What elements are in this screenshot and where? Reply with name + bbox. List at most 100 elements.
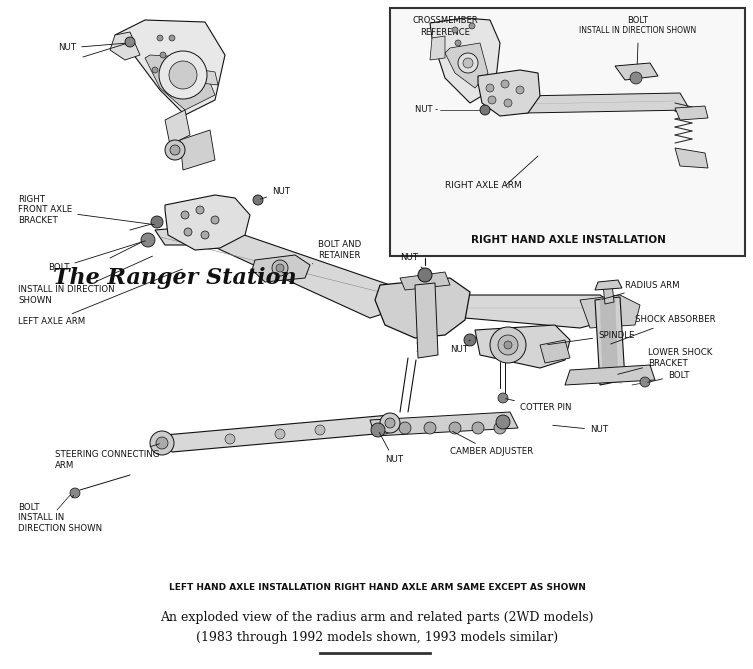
Circle shape <box>449 422 461 434</box>
Text: NUT -: NUT - <box>415 106 438 114</box>
Text: NUT: NUT <box>400 254 422 268</box>
Circle shape <box>486 84 494 92</box>
Circle shape <box>160 52 166 58</box>
Text: REFERENCE: REFERENCE <box>420 28 470 37</box>
Circle shape <box>170 145 180 155</box>
Circle shape <box>275 429 285 439</box>
Circle shape <box>504 99 512 107</box>
Polygon shape <box>600 298 618 383</box>
Text: LOWER SHOCK
BRACKET: LOWER SHOCK BRACKET <box>617 349 712 374</box>
Circle shape <box>480 105 490 115</box>
Text: CAMBER ADJUSTER: CAMBER ADJUSTER <box>450 432 533 456</box>
Circle shape <box>159 51 207 99</box>
FancyBboxPatch shape <box>390 8 745 256</box>
Circle shape <box>169 61 197 89</box>
Circle shape <box>201 231 209 239</box>
Circle shape <box>385 418 395 428</box>
Polygon shape <box>615 63 658 80</box>
Circle shape <box>496 415 510 429</box>
Polygon shape <box>580 295 640 328</box>
Circle shape <box>504 341 512 349</box>
Circle shape <box>184 228 192 236</box>
Text: RIGHT
FRONT AXLE
BRACKET: RIGHT FRONT AXLE BRACKET <box>18 195 154 225</box>
Text: RIGHT HAND AXLE INSTALLATION: RIGHT HAND AXLE INSTALLATION <box>471 235 666 245</box>
Circle shape <box>165 140 185 160</box>
Polygon shape <box>165 195 250 250</box>
Circle shape <box>424 422 436 434</box>
Polygon shape <box>540 340 570 363</box>
Polygon shape <box>115 20 225 115</box>
Polygon shape <box>595 297 625 385</box>
Text: BOLT: BOLT <box>48 241 145 272</box>
Polygon shape <box>400 272 450 290</box>
Text: COTTER PIN: COTTER PIN <box>506 399 572 413</box>
Text: RIGHT AXLE ARM: RIGHT AXLE ARM <box>445 181 522 191</box>
Circle shape <box>498 335 518 355</box>
Text: CROSSMEMBER: CROSSMEMBER <box>412 16 478 25</box>
Text: BOLT: BOLT <box>648 371 690 383</box>
Polygon shape <box>415 283 438 358</box>
Polygon shape <box>190 68 218 85</box>
Polygon shape <box>430 295 615 328</box>
Circle shape <box>494 422 506 434</box>
Polygon shape <box>675 148 708 168</box>
Circle shape <box>501 80 509 88</box>
Text: RADIUS ARM: RADIUS ARM <box>602 280 680 299</box>
Polygon shape <box>478 70 540 116</box>
Text: INSTALL IN DIRECTION
SHOWN: INSTALL IN DIRECTION SHOWN <box>18 256 152 304</box>
Circle shape <box>151 216 163 228</box>
Circle shape <box>458 53 478 73</box>
Circle shape <box>156 437 168 449</box>
Polygon shape <box>603 283 614 304</box>
Circle shape <box>181 211 189 219</box>
Text: BOLT AND
RETAINER: BOLT AND RETAINER <box>312 240 361 264</box>
Text: NUT: NUT <box>450 340 470 355</box>
Text: NUT: NUT <box>58 43 125 52</box>
Circle shape <box>225 434 235 444</box>
Circle shape <box>70 488 80 498</box>
Circle shape <box>211 216 219 224</box>
Text: The Ranger Station: The Ranger Station <box>53 267 297 288</box>
Polygon shape <box>475 325 570 368</box>
Circle shape <box>418 268 432 282</box>
Polygon shape <box>252 255 310 282</box>
Circle shape <box>516 86 524 94</box>
Text: NUT: NUT <box>380 432 403 464</box>
Text: LEFT HAND AXLE INSTALLATION RIGHT HAND AXLE ARM SAME EXCEPT AS SHOWN: LEFT HAND AXLE INSTALLATION RIGHT HAND A… <box>169 583 585 593</box>
Text: STEERING CONNECTING
ARM: STEERING CONNECTING ARM <box>55 444 160 470</box>
Polygon shape <box>370 412 518 436</box>
Circle shape <box>472 422 484 434</box>
Polygon shape <box>430 18 500 103</box>
Polygon shape <box>595 280 622 290</box>
Polygon shape <box>110 32 140 60</box>
Circle shape <box>152 67 158 73</box>
Polygon shape <box>445 43 488 88</box>
Circle shape <box>452 27 458 33</box>
Circle shape <box>196 206 204 214</box>
Circle shape <box>380 413 400 433</box>
Polygon shape <box>430 36 445 60</box>
Polygon shape <box>165 415 398 452</box>
Polygon shape <box>520 93 690 113</box>
Circle shape <box>488 96 496 104</box>
Circle shape <box>463 58 473 68</box>
Circle shape <box>141 233 155 247</box>
Text: NUT: NUT <box>553 425 608 434</box>
Text: An exploded view of the radius arm and related parts (2WD models): An exploded view of the radius arm and r… <box>160 611 594 624</box>
Text: INSTALL IN DIRECTION SHOWN: INSTALL IN DIRECTION SHOWN <box>579 26 697 35</box>
Polygon shape <box>675 106 708 120</box>
Circle shape <box>253 195 263 205</box>
Polygon shape <box>375 278 470 338</box>
Circle shape <box>630 72 642 84</box>
Circle shape <box>640 377 650 387</box>
Text: BOLT
INSTALL IN
DIRECTION SHOWN: BOLT INSTALL IN DIRECTION SHOWN <box>18 495 102 533</box>
Circle shape <box>315 425 325 435</box>
Circle shape <box>276 264 284 272</box>
Circle shape <box>150 431 174 455</box>
Text: LEFT AXLE ARM: LEFT AXLE ARM <box>18 269 182 326</box>
Circle shape <box>169 35 175 41</box>
Circle shape <box>272 260 288 276</box>
Polygon shape <box>565 365 655 385</box>
Circle shape <box>498 393 508 403</box>
Polygon shape <box>145 55 215 110</box>
